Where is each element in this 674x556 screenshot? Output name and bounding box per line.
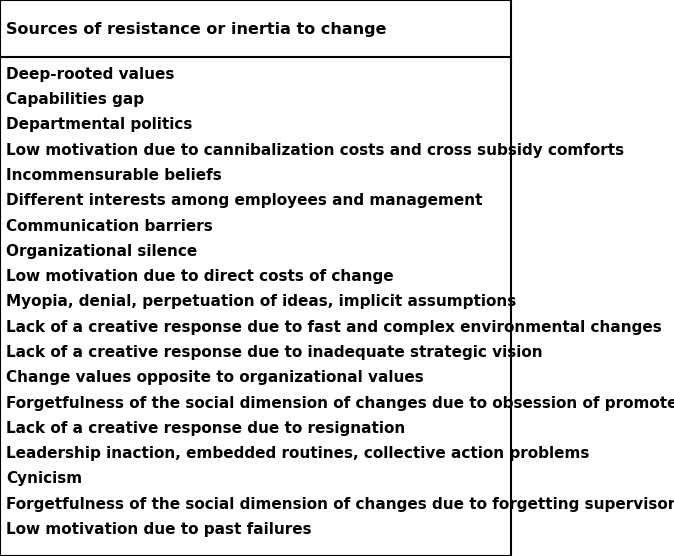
Text: Low motivation due to direct costs of change: Low motivation due to direct costs of ch… [6, 269, 394, 284]
Text: Departmental politics: Departmental politics [6, 117, 193, 132]
Text: Sources of resistance or inertia to change: Sources of resistance or inertia to chan… [6, 22, 387, 37]
Text: Myopia, denial, perpetuation of ideas, implicit assumptions: Myopia, denial, perpetuation of ideas, i… [6, 295, 516, 309]
Text: Organizational silence: Organizational silence [6, 244, 197, 259]
Text: Incommensurable beliefs: Incommensurable beliefs [6, 168, 222, 183]
Text: Leadership inaction, embedded routines, collective action problems: Leadership inaction, embedded routines, … [6, 446, 590, 461]
Text: Forgetfulness of the social dimension of changes due to forgetting supervisors: Forgetfulness of the social dimension of… [6, 497, 674, 512]
Text: Low motivation due to past failures: Low motivation due to past failures [6, 522, 312, 537]
Text: Capabilities gap: Capabilities gap [6, 92, 144, 107]
Text: Cynicism: Cynicism [6, 471, 82, 486]
Text: Lack of a creative response due to resignation: Lack of a creative response due to resig… [6, 421, 405, 436]
Text: Communication barriers: Communication barriers [6, 219, 213, 234]
Text: Different interests among employees and management: Different interests among employees and … [6, 193, 483, 208]
Text: Low motivation due to cannibalization costs and cross subsidy comforts: Low motivation due to cannibalization co… [6, 143, 624, 157]
Text: Forgetfulness of the social dimension of changes due to obsession of promoter: Forgetfulness of the social dimension of… [6, 396, 674, 410]
Text: Lack of a creative response due to inadequate strategic vision: Lack of a creative response due to inade… [6, 345, 543, 360]
Text: Lack of a creative response due to fast and complex environmental changes: Lack of a creative response due to fast … [6, 320, 662, 335]
Text: Change values opposite to organizational values: Change values opposite to organizational… [6, 370, 424, 385]
Text: Deep-rooted values: Deep-rooted values [6, 67, 175, 82]
